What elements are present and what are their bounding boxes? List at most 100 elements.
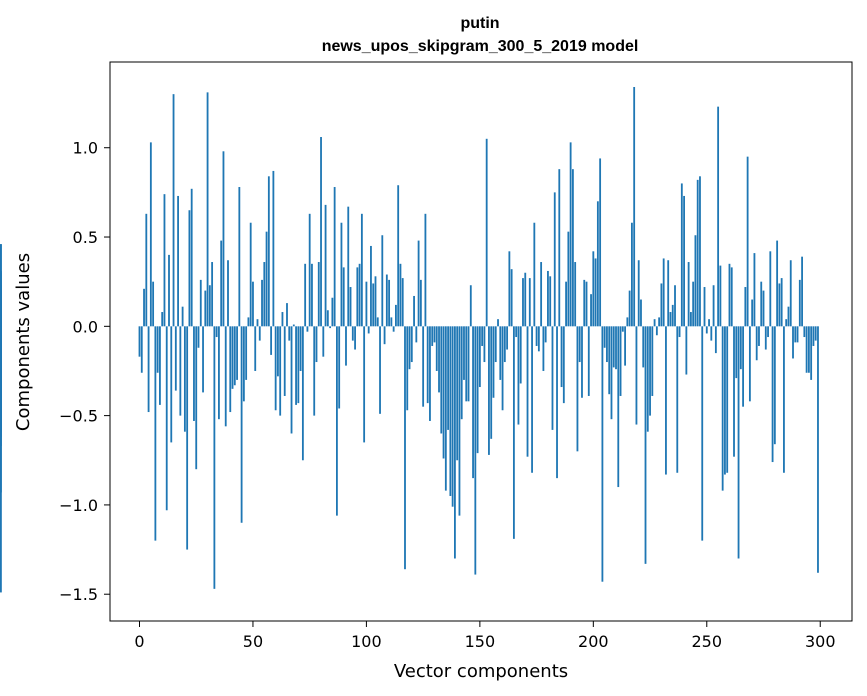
- bar-240: [683, 195, 685, 327]
- bar-84: [329, 326, 332, 329]
- bar-255: [717, 106, 720, 327]
- bar-281: [776, 240, 779, 327]
- y-tick-label: −0.5: [59, 407, 98, 426]
- bar-undefined: [0, 244, 2, 327]
- bar-226: [651, 326, 654, 396]
- bar-212: [619, 326, 622, 396]
- bar-237: [676, 326, 679, 473]
- x-tick-label: 150: [465, 632, 496, 651]
- bar-70: [297, 326, 300, 404]
- bar-87: [336, 326, 338, 516]
- bar-88: [338, 326, 341, 409]
- bar-124: [419, 279, 422, 327]
- bar-119: [408, 326, 411, 370]
- bar-110: [388, 279, 391, 327]
- bar-273: [758, 326, 760, 346]
- x-axis-ticks: 0 50 100 150 200 250 300: [134, 621, 836, 651]
- bar-173: [531, 326, 533, 473]
- bar-1: [140, 326, 143, 373]
- bar-286: [787, 306, 790, 327]
- bar-256: [719, 265, 722, 327]
- bar-206: [606, 326, 608, 363]
- bar-64: [283, 326, 286, 396]
- bar-35: [218, 326, 220, 420]
- bar-24: [193, 326, 195, 421]
- bar-272: [755, 326, 758, 361]
- y-tick-label: 1.0: [73, 139, 98, 158]
- bar-156: [492, 326, 495, 398]
- bar-108: [383, 326, 386, 345]
- bar-271: [753, 253, 756, 327]
- bars-group: [0, 87, 819, 593]
- bar-46: [242, 326, 245, 402]
- bar-200: [592, 251, 595, 327]
- bar-125: [422, 326, 425, 407]
- bar-222: [642, 326, 645, 368]
- bar-211: [617, 326, 620, 488]
- bar-128: [429, 326, 431, 421]
- bar-158: [497, 319, 499, 327]
- bar-274: [760, 281, 763, 327]
- bar-78: [315, 326, 318, 363]
- bar-221: [640, 299, 642, 327]
- bar-186: [560, 326, 563, 388]
- bar-180: [547, 270, 549, 327]
- bar-115: [399, 263, 402, 327]
- bar-170: [524, 272, 527, 327]
- bar-146: [469, 285, 472, 327]
- bar-140: [456, 326, 459, 461]
- bar-2: [143, 288, 145, 327]
- bar-74: [306, 326, 309, 332]
- bar-299: [817, 326, 819, 573]
- y-axis-ticks: −1.5 −1.0 −0.5 0.0 0.5 1.0: [59, 139, 110, 604]
- bar-298: [814, 326, 817, 341]
- x-tick-label: 200: [578, 632, 609, 651]
- bar-178: [542, 326, 545, 371]
- bar-105: [376, 317, 379, 327]
- bar-60: [274, 326, 277, 411]
- bar-276: [764, 326, 767, 350]
- bar-270: [751, 299, 754, 327]
- bar-40: [229, 326, 232, 413]
- bar-76: [311, 263, 313, 327]
- bar-65: [286, 303, 288, 327]
- bar-undefined: [0, 304, 2, 327]
- bar-undefined: [0, 326, 2, 345]
- bar-121: [413, 295, 415, 327]
- bar-181: [549, 276, 552, 327]
- bar-122: [415, 326, 418, 343]
- bar-20: [183, 326, 186, 432]
- x-tick-label: 100: [351, 632, 382, 651]
- bar-81: [322, 326, 325, 357]
- bar-172: [528, 278, 531, 327]
- bar-67: [290, 326, 293, 434]
- bar-8: [156, 326, 159, 373]
- bar-7: [154, 326, 157, 541]
- bar-117: [404, 326, 406, 570]
- bar-56: [265, 231, 268, 327]
- bar-280: [773, 326, 776, 445]
- bar-205: [603, 326, 606, 348]
- bar-132: [438, 326, 440, 393]
- bar-224: [646, 326, 649, 432]
- bar-58: [270, 326, 273, 355]
- bar-198: [587, 326, 590, 396]
- bar-75: [308, 213, 311, 327]
- bar-191: [571, 169, 574, 327]
- bar-112: [392, 326, 395, 332]
- bar-194: [578, 326, 581, 363]
- bar-203: [599, 158, 602, 327]
- bar-179: [544, 326, 547, 343]
- bar-133: [440, 326, 443, 434]
- bar-51: [254, 326, 257, 371]
- bar-228: [655, 326, 658, 336]
- y-tick-label: 0.5: [73, 228, 98, 247]
- bar-183: [553, 192, 556, 327]
- bar-296: [810, 326, 813, 380]
- bar-294: [805, 326, 808, 373]
- bar-103: [372, 283, 375, 327]
- bar-284: [783, 326, 785, 473]
- bar-37: [222, 151, 225, 327]
- y-tick-label: −1.0: [59, 496, 98, 515]
- bar-159: [499, 326, 502, 380]
